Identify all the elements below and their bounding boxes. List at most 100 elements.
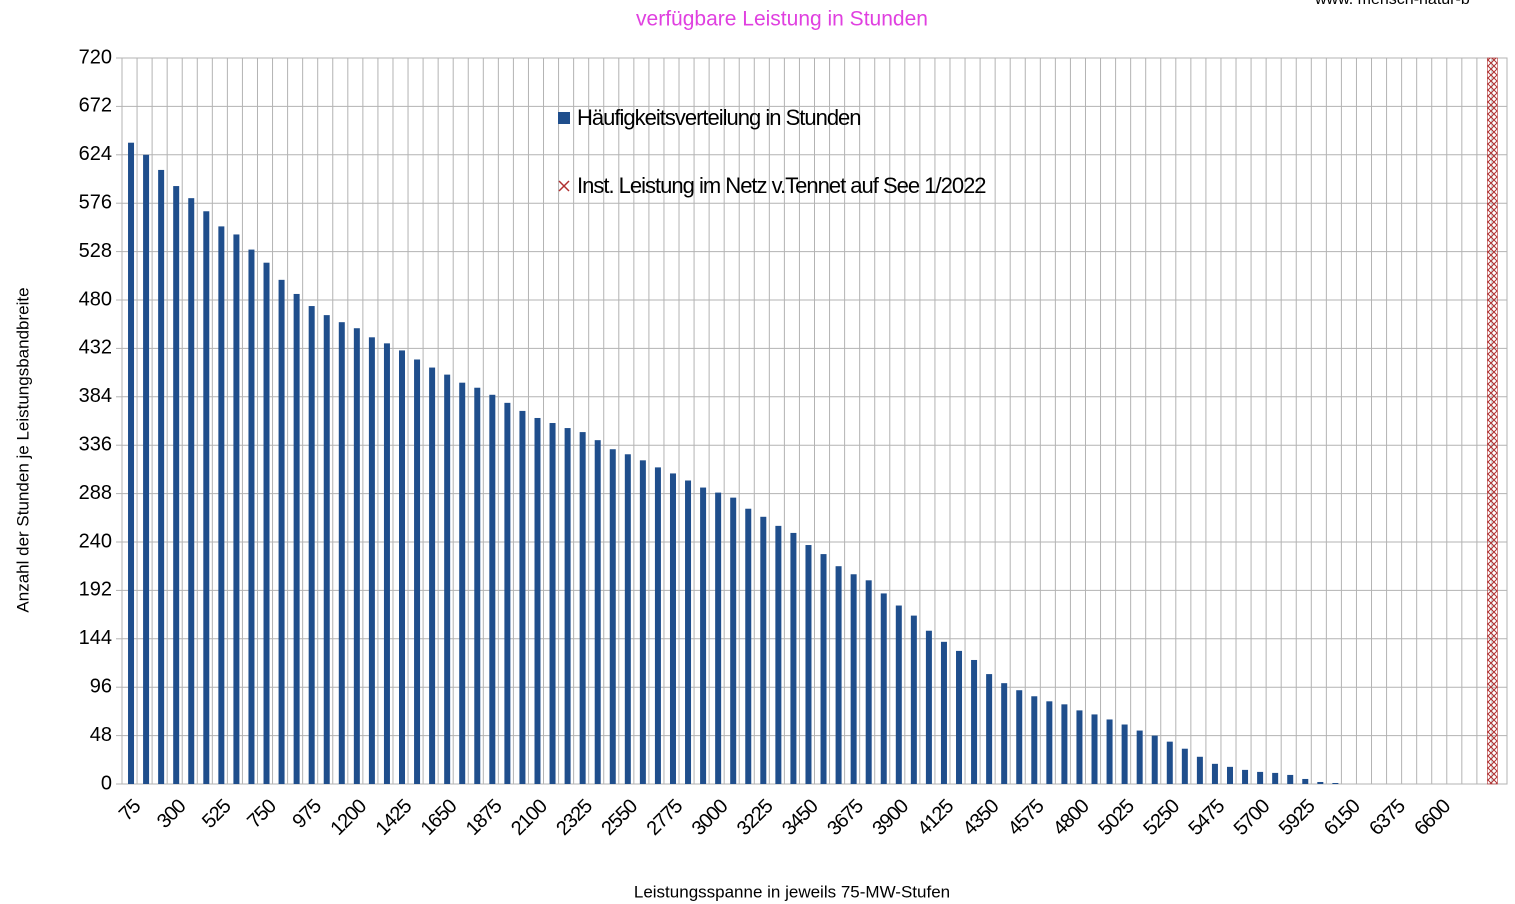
legend-label: Inst. Leistung im Netz v.Tennet auf See … bbox=[577, 173, 986, 198]
bar bbox=[1196, 756, 1203, 784]
legend-label: Häufigkeitsverteilung in Stunden bbox=[577, 105, 861, 130]
bar bbox=[1061, 704, 1068, 784]
bar bbox=[158, 169, 165, 785]
bar bbox=[971, 659, 978, 784]
bar bbox=[293, 293, 300, 784]
bar bbox=[459, 382, 466, 784]
bar bbox=[1136, 730, 1143, 784]
x-tick-label: 5250 bbox=[1139, 795, 1184, 840]
bar bbox=[1016, 690, 1023, 784]
y-tick-label: 480 bbox=[79, 288, 112, 310]
grid bbox=[116, 57, 1507, 785]
legend-swatch bbox=[558, 180, 570, 192]
y-tick-label: 528 bbox=[79, 240, 112, 262]
bar bbox=[263, 262, 270, 785]
bars bbox=[128, 57, 1498, 785]
bar bbox=[624, 454, 631, 784]
x-axis-label: Leistungsspanne in jeweils 75-MW-Stufen bbox=[634, 882, 950, 901]
x-tick-label: 2775 bbox=[643, 795, 688, 840]
x-tick-label: 975 bbox=[288, 795, 326, 833]
bar bbox=[1151, 735, 1158, 784]
bar bbox=[444, 374, 451, 784]
x-tick-label: 1650 bbox=[417, 795, 462, 840]
bar bbox=[248, 249, 255, 785]
x-tick-label: 2550 bbox=[597, 795, 642, 840]
bar bbox=[579, 432, 586, 784]
y-tick-label: 48 bbox=[90, 724, 112, 746]
bar bbox=[1272, 772, 1279, 784]
bar bbox=[730, 497, 737, 784]
bar bbox=[715, 492, 722, 784]
bar bbox=[504, 402, 511, 784]
bar bbox=[188, 198, 195, 785]
x-tick-label: 75 bbox=[115, 795, 145, 825]
x-tick-label: 3900 bbox=[868, 795, 913, 840]
x-tick-label: 6150 bbox=[1320, 795, 1365, 840]
bar bbox=[895, 605, 902, 784]
bar bbox=[850, 574, 857, 784]
legend-swatch bbox=[558, 112, 570, 124]
bar bbox=[760, 516, 767, 784]
bar bbox=[218, 226, 225, 784]
bar bbox=[956, 650, 963, 784]
y-tick-label: 0 bbox=[101, 772, 112, 794]
x-tick-label: 6375 bbox=[1365, 795, 1410, 840]
bar bbox=[1287, 774, 1294, 784]
bar bbox=[1242, 769, 1249, 784]
bar bbox=[865, 580, 872, 784]
y-tick-label: 336 bbox=[79, 433, 112, 455]
bar bbox=[489, 394, 496, 784]
bar bbox=[1211, 763, 1218, 784]
x-tick-label: 3225 bbox=[733, 795, 778, 840]
x-tick-label: 5475 bbox=[1185, 795, 1230, 840]
y-tick-label: 576 bbox=[79, 191, 112, 213]
x-tick-label: 3450 bbox=[778, 795, 823, 840]
bar bbox=[594, 440, 601, 784]
y-tick-label: 672 bbox=[79, 95, 112, 117]
x-tick-label: 750 bbox=[243, 795, 281, 833]
bar bbox=[1121, 724, 1128, 784]
bar bbox=[820, 554, 827, 784]
bar bbox=[940, 641, 947, 784]
y-tick-label: 720 bbox=[79, 46, 112, 68]
bar bbox=[143, 154, 150, 785]
bar bbox=[278, 279, 285, 784]
bar bbox=[639, 460, 646, 784]
y-axis-label: Anzahl der Stunden je Leistungsbandbreit… bbox=[13, 287, 32, 612]
bar bbox=[986, 674, 993, 784]
bar bbox=[323, 315, 330, 784]
bar bbox=[1257, 771, 1264, 784]
bar bbox=[1046, 701, 1053, 784]
source-note: www. mensch-natur-b bbox=[1314, 0, 1470, 8]
x-tick-label: 1200 bbox=[326, 795, 371, 840]
bar bbox=[383, 343, 390, 784]
bar bbox=[669, 473, 676, 784]
bar bbox=[338, 322, 345, 784]
bar bbox=[700, 487, 707, 784]
bar bbox=[1302, 778, 1309, 784]
bar bbox=[745, 508, 752, 784]
x-tick-label: 5925 bbox=[1275, 795, 1320, 840]
bar bbox=[1001, 683, 1008, 784]
x-tick-label: 5700 bbox=[1230, 795, 1275, 840]
x-tick-label: 3675 bbox=[823, 795, 868, 840]
bar bbox=[399, 350, 406, 784]
chart-title: verfügbare Leistung in Stunden bbox=[636, 8, 928, 31]
bar bbox=[203, 211, 210, 784]
x-tick-label: 6600 bbox=[1410, 795, 1455, 840]
bar bbox=[1332, 782, 1339, 784]
x-tick-label: 4125 bbox=[914, 795, 959, 840]
x-tick-label: 525 bbox=[198, 795, 236, 833]
bar bbox=[1166, 741, 1173, 784]
y-tick-label: 96 bbox=[90, 675, 112, 697]
bar bbox=[1487, 57, 1498, 785]
bar bbox=[685, 480, 692, 784]
bar bbox=[835, 566, 842, 784]
bar bbox=[368, 337, 375, 784]
bar bbox=[790, 532, 797, 784]
bar bbox=[1031, 696, 1038, 784]
x-tick-label: 2325 bbox=[552, 795, 597, 840]
bar bbox=[775, 525, 782, 784]
bar bbox=[805, 545, 812, 784]
